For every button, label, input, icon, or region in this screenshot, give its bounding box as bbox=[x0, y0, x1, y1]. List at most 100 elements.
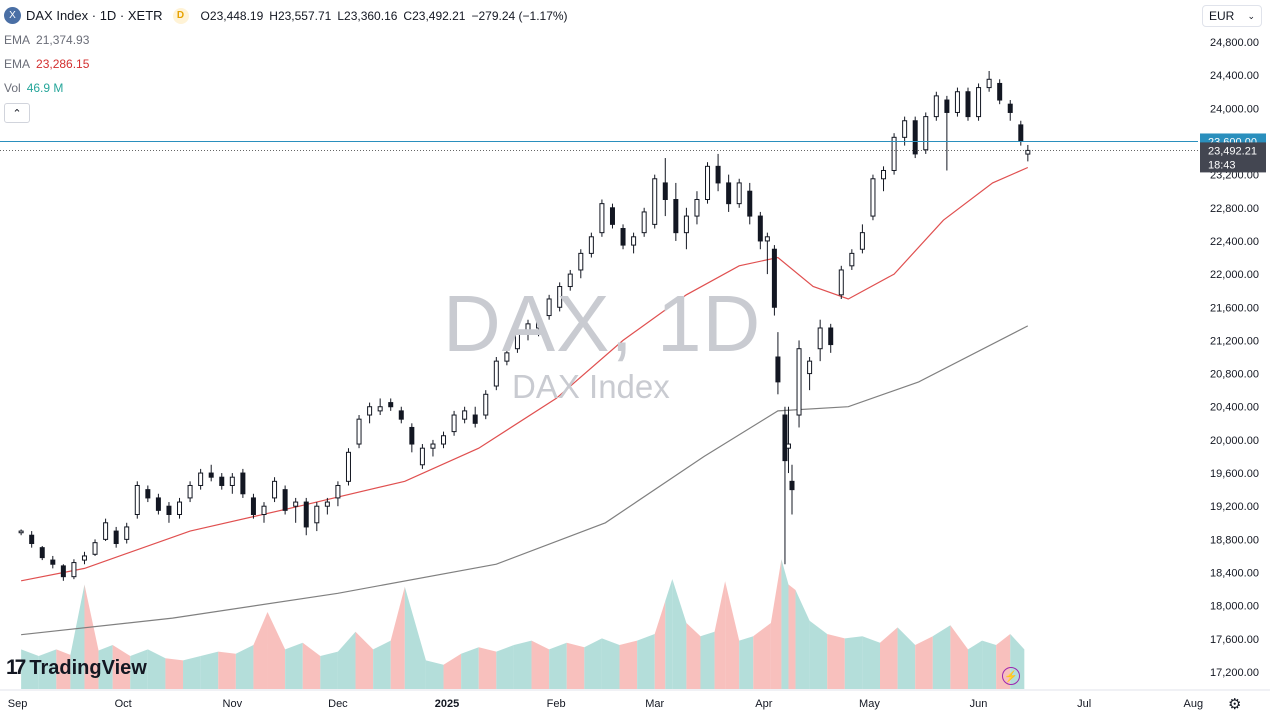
candle-body bbox=[18, 530, 24, 534]
volume-segment bbox=[795, 590, 810, 689]
volume-segment bbox=[56, 649, 71, 689]
volume-segment bbox=[285, 642, 303, 689]
candle-body bbox=[912, 120, 918, 155]
y-tick-label: 22,400.00 bbox=[1210, 236, 1259, 248]
tradingview-text: TradingView bbox=[29, 656, 147, 679]
symbol-badge[interactable]: X bbox=[4, 7, 21, 24]
volume-segment bbox=[112, 645, 131, 689]
candle-body bbox=[345, 451, 351, 482]
currency-value: EUR bbox=[1209, 9, 1235, 23]
y-tick-label: 18,000.00 bbox=[1210, 601, 1259, 613]
candle-body bbox=[525, 323, 531, 333]
candle-body bbox=[849, 252, 855, 267]
candle-body bbox=[1025, 149, 1031, 155]
volume-segment bbox=[654, 601, 666, 689]
gear-icon[interactable]: ⚙ bbox=[1228, 696, 1242, 713]
x-tick-label: Jul bbox=[1077, 698, 1091, 710]
candle-body bbox=[282, 489, 288, 511]
y-tick-label: 18,800.00 bbox=[1210, 534, 1259, 546]
last-price-label: 23,492.21 bbox=[1208, 145, 1257, 157]
candle-body bbox=[997, 82, 1003, 101]
tradingview-logo[interactable]: 17 TradingView bbox=[6, 656, 147, 680]
candle-body bbox=[705, 165, 711, 200]
candle-body bbox=[124, 526, 130, 540]
volume-area bbox=[21, 559, 1025, 689]
candle-body bbox=[250, 497, 256, 515]
y-tick-label: 21,600.00 bbox=[1210, 302, 1259, 314]
volume-segment bbox=[373, 640, 391, 689]
indicator-name: EMA bbox=[4, 57, 31, 71]
candle-body bbox=[419, 447, 425, 466]
candle-body bbox=[208, 472, 214, 478]
symbol-row: X DAX Index · 1D · XETR D O 23,448.19 H … bbox=[4, 7, 574, 24]
volume-segment bbox=[183, 656, 201, 689]
volume-segment bbox=[601, 638, 620, 689]
candle-body bbox=[796, 348, 802, 416]
volume-segment bbox=[147, 649, 166, 689]
candle-body bbox=[694, 199, 700, 217]
volume-segment bbox=[915, 636, 933, 689]
candle-body bbox=[367, 406, 373, 416]
candle-body bbox=[965, 91, 971, 118]
indicator-ema-200[interactable]: EMA 21,374.93 bbox=[4, 32, 574, 48]
candle-body bbox=[29, 534, 35, 545]
candle-body bbox=[838, 269, 844, 296]
candle-body bbox=[324, 501, 330, 507]
volume-segment bbox=[739, 636, 754, 689]
candle-body bbox=[881, 169, 887, 180]
candle-body bbox=[113, 530, 119, 545]
y-tick-label: 22,800.00 bbox=[1210, 203, 1259, 215]
candle-body bbox=[557, 286, 563, 308]
volume-segment bbox=[70, 584, 85, 689]
x-tick-label: May bbox=[859, 698, 880, 710]
symbol-title[interactable]: DAX Index · 1D · XETR bbox=[26, 7, 163, 23]
candle-body bbox=[620, 228, 626, 246]
horizontal-line-23600[interactable] bbox=[0, 140, 1198, 151]
candle-body bbox=[546, 298, 552, 317]
candle-body bbox=[683, 215, 689, 234]
volume-segment bbox=[862, 636, 880, 689]
lightning-icon[interactable]: ⚡ bbox=[1002, 667, 1020, 685]
interval-badge[interactable]: D bbox=[172, 7, 189, 24]
volume-segment bbox=[320, 651, 338, 689]
indicator-volume[interactable]: Vol 46.9 M bbox=[4, 80, 574, 96]
volume-segment bbox=[700, 631, 715, 689]
x-tick-label: Mar bbox=[645, 698, 664, 710]
candle-body bbox=[757, 215, 763, 242]
collapse-legend-button[interactable]: ⌃ bbox=[4, 103, 30, 123]
candle-body bbox=[976, 87, 982, 118]
y-tick-label: 19,200.00 bbox=[1210, 501, 1259, 513]
candle-body bbox=[60, 565, 66, 578]
x-tick-label: Sep bbox=[8, 698, 28, 710]
candle-body bbox=[314, 505, 320, 524]
x-tick-label: Feb bbox=[547, 698, 566, 710]
volume-segment bbox=[770, 559, 782, 689]
y-tick-label: 17,200.00 bbox=[1210, 667, 1259, 679]
candle-body bbox=[902, 120, 908, 138]
volume-segment bbox=[38, 649, 57, 689]
y-tick-label: 23,200.00 bbox=[1210, 170, 1259, 182]
candle-body bbox=[609, 207, 615, 225]
volume-segment bbox=[478, 647, 497, 689]
volume-segment bbox=[461, 647, 479, 689]
candle-body bbox=[726, 182, 732, 205]
indicator-name: EMA bbox=[4, 33, 31, 47]
candle-body bbox=[736, 182, 742, 205]
candle-body bbox=[1007, 103, 1013, 113]
change-value: −279.24 (−1.17%) bbox=[471, 8, 568, 23]
candle-body bbox=[134, 484, 140, 516]
x-tick-label: Oct bbox=[115, 698, 132, 710]
candle-body bbox=[891, 136, 897, 171]
currency-selector[interactable]: EUR ⌄ bbox=[1202, 5, 1262, 27]
volume-segment bbox=[253, 612, 268, 689]
candle-body bbox=[71, 562, 77, 578]
x-tick-label: Aug bbox=[1183, 698, 1203, 710]
volume-segment bbox=[844, 636, 863, 689]
candle-body bbox=[398, 410, 404, 420]
volume-segment bbox=[21, 649, 39, 689]
indicator-ema-50[interactable]: EMA 23,286.15 bbox=[4, 56, 574, 72]
watermark-symbol: DAX, 1D bbox=[443, 279, 762, 368]
candle-body bbox=[715, 165, 721, 184]
volume-segment bbox=[880, 627, 898, 689]
